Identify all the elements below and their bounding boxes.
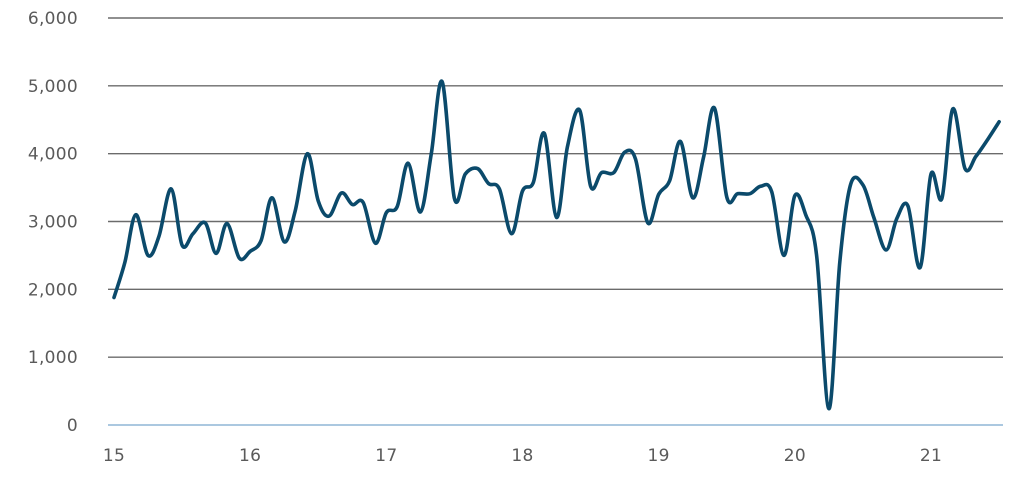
series-line (112, 79, 1001, 411)
y-axis-tick-labels: 0 1,000 2,000 3,000 4,000 5,000 6,000 (28, 9, 78, 436)
x-tick-label: 15 (103, 446, 125, 466)
y-tick-label: 3,000 (28, 213, 78, 233)
x-tick-label: 16 (239, 446, 261, 466)
x-tick-label: 17 (375, 446, 397, 466)
gridlines (108, 17, 1003, 426)
y-tick-label: 6,000 (28, 9, 78, 29)
x-tick-label: 20 (784, 446, 806, 466)
x-tick-label: 21 (920, 446, 942, 466)
y-tick-label: 5,000 (28, 77, 78, 97)
series-layer (112, 79, 1001, 411)
x-tick-label: 19 (648, 446, 670, 466)
y-tick-label: 0 (67, 416, 78, 436)
y-tick-label: 1,000 (28, 348, 78, 368)
y-tick-label: 2,000 (28, 280, 78, 300)
y-tick-label: 4,000 (28, 145, 78, 165)
x-axis-tick-labels: 15 16 17 18 19 20 21 (103, 446, 942, 466)
x-tick-label: 18 (511, 446, 533, 466)
